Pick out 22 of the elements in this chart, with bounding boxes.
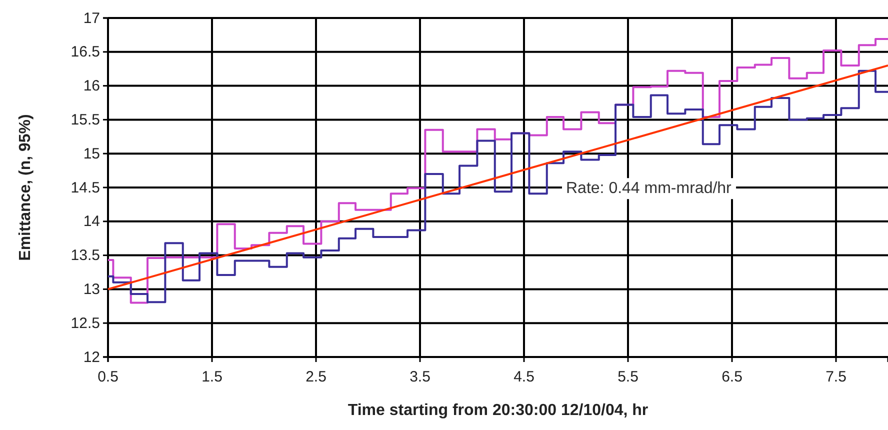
x-tick-label: 1.5: [202, 368, 222, 386]
x-axis-title: Time starting from 20:30:00 12/10/04, hr: [348, 402, 648, 419]
annotation: Rate: 0.44 mm-mrad/hr: [566, 180, 732, 198]
y-tick-label: 12.5: [70, 314, 100, 332]
x-tick-label: 0.5: [98, 368, 118, 386]
y-axis-title: Emittance, (n, 95%): [17, 114, 34, 261]
y-tick-label: 13.5: [70, 247, 100, 264]
x-tick-label: 7.5: [826, 368, 846, 386]
y-tick-label: 12: [83, 348, 100, 366]
y-tick-label: 14: [83, 213, 100, 230]
y-tick-label: 17: [83, 10, 100, 27]
y-tick-label: 15.5: [70, 112, 100, 128]
y-tick-label: 14.5: [70, 179, 100, 196]
x-tick-label: 4.5: [514, 368, 534, 386]
y-tick-label: 13: [83, 281, 100, 298]
y-tick-label: 16: [83, 78, 100, 95]
y-tick-label: 16.5: [70, 44, 100, 61]
x-tick-label: 5.5: [618, 368, 638, 386]
x-tick-label: 6.5: [722, 368, 742, 386]
x-tick-label: 2.5: [306, 368, 326, 386]
y-tick-label: 15: [83, 145, 100, 162]
x-tick-label: 3.5: [410, 368, 430, 386]
